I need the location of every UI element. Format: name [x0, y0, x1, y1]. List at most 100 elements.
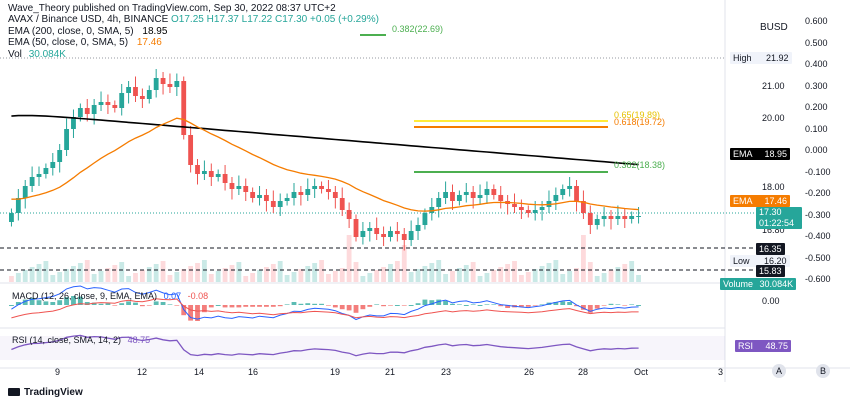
price-axis-tick: 0.400 [805, 59, 828, 69]
ema50-legend[interactable]: EMA (50, close, 0, SMA, 5) 17.46 [8, 37, 162, 49]
candle-body [215, 174, 221, 177]
candle-body [201, 171, 207, 174]
volume-bar [450, 271, 455, 282]
macd-hist-bar [222, 305, 228, 308]
scale-b-button[interactable]: B [816, 364, 830, 378]
candle-body [250, 192, 256, 198]
macd-hist-bar [98, 303, 104, 305]
price-axis-tick: -0.400 [805, 231, 831, 241]
volume-bar [587, 262, 593, 282]
volume-bar [581, 235, 586, 282]
candle-body [326, 189, 331, 192]
volume-bar [319, 260, 324, 282]
rsi-line [11, 334, 639, 357]
volume-value: 30.084K [28, 49, 66, 60]
macd-hist-bar [339, 305, 345, 310]
macd-hist-bar [208, 305, 214, 308]
volume-bar [222, 268, 228, 282]
high-tag-label: High [733, 53, 752, 63]
macd-signal-line [11, 298, 639, 319]
rsi-tag-label: RSI [738, 341, 754, 351]
macd-hist-bar [312, 303, 318, 305]
candle-body [319, 186, 324, 189]
candle-body [560, 189, 566, 195]
volume-bar [539, 266, 545, 282]
candle-body [601, 216, 607, 219]
volume-legend[interactable]: Vol 30.084K [8, 49, 66, 61]
candle-body [208, 171, 214, 177]
macd-legend[interactable]: MACD (12, 26, close, 9, EMA, EMA) 0.07 -… [12, 290, 208, 302]
symbol-title[interactable]: AVAX / Binance USD, 4h, BINANCE [8, 14, 169, 25]
macd-hist-bar [298, 303, 304, 305]
macd-hist-bar [498, 305, 504, 307]
time-axis-tick: 16 [248, 367, 259, 377]
macd-hist-bar [484, 304, 490, 305]
volume-bar [518, 275, 524, 282]
volume-bar [264, 267, 269, 282]
macd-hist-bar [560, 301, 566, 305]
price-axis-tick: 0.300 [805, 80, 828, 91]
candle-body [15, 198, 21, 213]
macd-hist-bar [394, 305, 400, 306]
volume-bar [401, 245, 407, 282]
candle-body [174, 81, 180, 87]
candle-body [525, 210, 531, 213]
candle-body [181, 81, 187, 135]
macd-hist-bar [270, 305, 276, 307]
price-tick-18: 18.00 [762, 182, 785, 192]
candle-body [98, 102, 104, 105]
ema50-tag-value: 17.46 [764, 196, 788, 206]
high-tag-value: 21.92 [766, 53, 789, 63]
candle-body [236, 186, 242, 189]
macd-hist-bar [532, 305, 538, 306]
volume-bar [594, 276, 600, 282]
ema50-label: EMA (50, close, 0, SMA, 5) [8, 37, 129, 48]
price-axis-tick: 0.000 [805, 145, 828, 155]
macd-hist-bar [622, 305, 628, 306]
candle-body [456, 195, 462, 201]
candle-body [401, 234, 407, 240]
candle-body [581, 201, 586, 213]
volume-bar [98, 271, 104, 282]
rsi-legend[interactable]: RSI (14, close, SMA, 14, 2) 48.75 [12, 334, 150, 346]
high-tag: High 21.92 [730, 52, 792, 64]
candle-body [264, 195, 269, 201]
time-axis-tick: 23 [441, 367, 452, 377]
volume-bar [339, 268, 345, 282]
candle-body [394, 231, 400, 234]
candle-body [346, 210, 352, 219]
macd-hist-bar [133, 302, 138, 305]
low-tag-value: 16.20 [764, 256, 787, 266]
candle-body [615, 216, 621, 219]
volume-bar [326, 274, 331, 282]
candle-body [408, 231, 414, 240]
fib-382-mid-label: 0.382(18.38) [614, 160, 666, 170]
candle-body [608, 216, 614, 219]
macd-label: MACD (12, 26, close, 9, EMA, EMA) [12, 291, 158, 301]
volume-bar [622, 264, 628, 282]
price-axis-tick: -0.200 [805, 188, 831, 198]
ema200-legend[interactable]: EMA (200, close, 0, SMA, 5) 18.95 [8, 26, 167, 38]
macd-hist-bar [36, 300, 42, 305]
time-axis-tick: Oct [634, 367, 649, 377]
macd-hist-bar [91, 302, 97, 305]
candle-body [388, 231, 393, 237]
macd-hist-bar [319, 303, 324, 305]
bar-countdown: 01:22:54 [759, 218, 795, 228]
volume-bar [146, 267, 152, 282]
candle-body [22, 186, 28, 198]
volume-bar [374, 270, 380, 282]
macd-hist-bar [105, 303, 111, 305]
candle-body [139, 96, 145, 99]
macd-hist-bar [388, 305, 393, 306]
price-axis-tick: -0.600 [805, 274, 831, 284]
candle-body [374, 228, 380, 234]
volume-bar [277, 261, 283, 282]
candle-body [498, 195, 504, 201]
candle-body [436, 198, 442, 207]
candle-body [491, 189, 497, 195]
price-axis-tick: 0.200 [805, 102, 828, 112]
macd-hist-bar [126, 301, 132, 305]
scale-a-button[interactable]: A [772, 364, 786, 378]
